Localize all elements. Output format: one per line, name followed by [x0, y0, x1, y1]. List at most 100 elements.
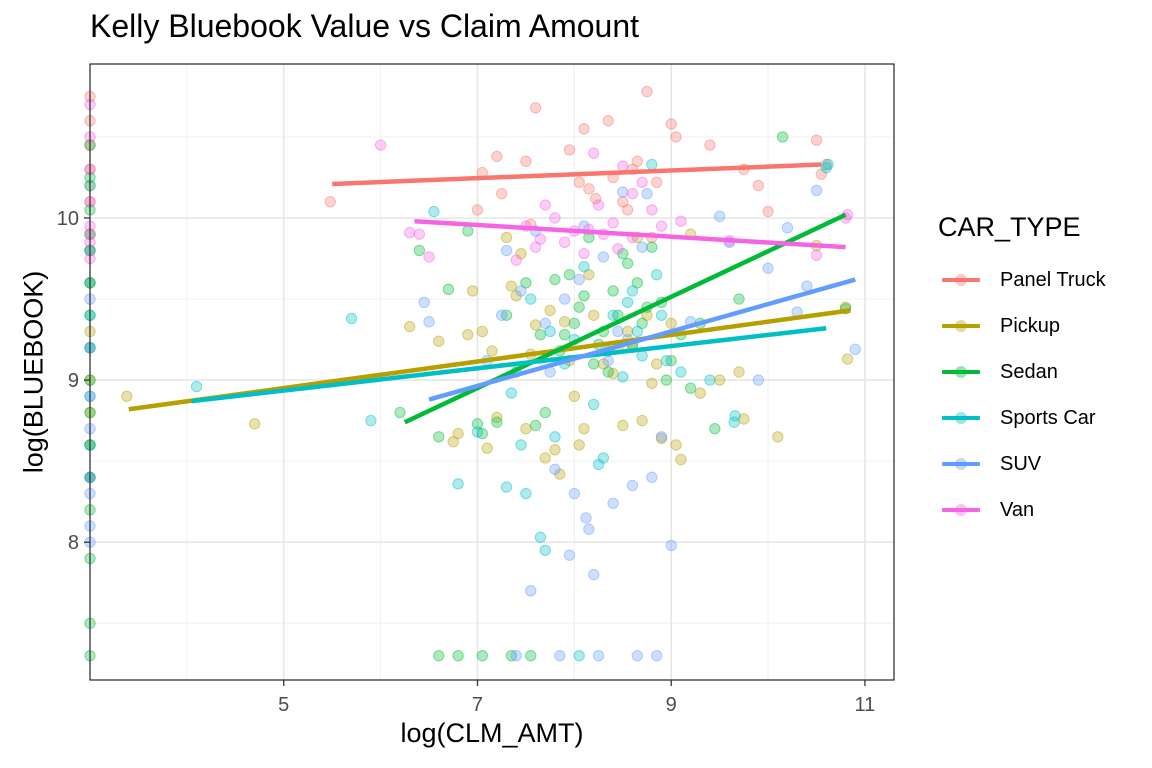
point-sedan — [665, 354, 677, 367]
point-panel-truck — [495, 187, 508, 200]
x-tick-label: 7 — [472, 694, 483, 716]
point-suv — [573, 273, 585, 286]
legend-item-van: Van — [938, 487, 1106, 533]
point-van — [374, 139, 387, 151]
point-panel-truck — [752, 179, 765, 192]
point-pickup — [529, 319, 542, 331]
point-sedan — [476, 649, 489, 662]
y-tick-label: 9 — [68, 370, 79, 392]
point-panel-truck — [324, 196, 336, 208]
trend-lines — [128, 162, 856, 425]
point-pickup — [597, 358, 610, 370]
point-panel-truck — [563, 144, 576, 156]
y-axis-label: log(BLUEBOOK) — [18, 270, 49, 474]
point-suv — [665, 539, 677, 552]
point-panel-truck — [529, 102, 542, 114]
point-van — [403, 226, 416, 239]
y-tick-label: 8 — [68, 532, 79, 554]
point-sedan — [617, 247, 629, 260]
point-pickup — [500, 231, 513, 244]
point-pickup — [617, 419, 629, 432]
point-van — [549, 212, 561, 224]
legend-key-pickup — [938, 303, 984, 349]
point-sedan — [733, 293, 745, 305]
point-van — [636, 176, 648, 189]
point-sports-car — [588, 398, 600, 411]
x-axis-label: log(CLM_AMT) — [400, 718, 584, 748]
point-sports-car — [544, 325, 556, 338]
point-sedan — [588, 358, 600, 370]
point-pickup — [636, 414, 648, 427]
point-sports-car — [534, 531, 547, 544]
point-van — [626, 187, 639, 200]
point-panel-truck — [704, 139, 716, 151]
point-suv — [626, 479, 639, 492]
point-sports-car — [525, 293, 537, 305]
point-pickup — [510, 290, 522, 302]
point-suv — [641, 187, 653, 200]
legend-key-van — [938, 487, 984, 533]
legend-item-panel-truck: Panel Truck — [938, 257, 1106, 303]
point-pickup — [621, 325, 634, 338]
point-sports-car — [515, 439, 527, 451]
point-panel-truck — [471, 204, 484, 216]
point-suv — [592, 649, 605, 662]
point-sports-car — [650, 269, 663, 281]
point-sedan — [462, 225, 474, 237]
point-pickup — [491, 411, 503, 424]
point-sports-car — [190, 380, 203, 393]
legend-key-panel-truck — [938, 257, 984, 303]
point-pickup — [573, 439, 585, 451]
point-suv — [588, 568, 600, 581]
point-panel-truck — [520, 155, 532, 167]
point-suv — [549, 463, 561, 475]
point-panel-truck — [602, 115, 614, 127]
legend-key-sedan — [938, 349, 984, 395]
point-sports-car — [549, 431, 561, 443]
point-pickup — [713, 374, 726, 386]
point-panel-truck — [762, 205, 774, 218]
point-sedan — [471, 418, 484, 430]
point-sports-car — [471, 426, 484, 438]
point-suv — [762, 262, 774, 274]
point-sedan — [563, 269, 576, 281]
point-pickup — [694, 387, 706, 399]
grid — [90, 64, 894, 680]
point-sports-car — [539, 544, 551, 557]
point-sedan — [660, 374, 673, 386]
legend-label: SUV — [1000, 452, 1042, 475]
point-suv — [558, 293, 571, 305]
point-panel-truck — [578, 123, 590, 135]
point-van — [655, 220, 668, 232]
legend-key-sports-car — [938, 395, 984, 441]
point-sports-car — [573, 649, 585, 662]
point-pickup — [481, 442, 493, 454]
point-sedan — [684, 382, 697, 394]
point-pickup — [447, 436, 459, 448]
x-tick-label: 11 — [855, 694, 876, 716]
point-sedan — [607, 285, 619, 297]
legend: CAR_TYPE Panel Truck Pickup Sedan Sports Ca… — [938, 212, 1106, 533]
point-pickup — [121, 390, 133, 403]
point-suv — [597, 251, 610, 263]
point-panel-truck — [573, 176, 585, 189]
point-sports-car — [646, 158, 658, 171]
legend-label: Van — [1000, 498, 1035, 521]
point-pickup — [841, 353, 854, 365]
point-sedan — [505, 649, 518, 662]
point-suv — [810, 184, 823, 197]
point-sports-car — [520, 487, 532, 500]
point-sedan — [491, 416, 503, 428]
point-pickup — [583, 269, 595, 281]
point-sedan — [602, 366, 614, 378]
point-panel-truck — [631, 155, 644, 167]
point-sports-car — [578, 260, 590, 273]
point-sports-car — [631, 325, 644, 338]
point-panel-truck — [617, 196, 629, 208]
trend-line-sports-car — [191, 325, 827, 404]
point-sedan — [709, 423, 721, 435]
point-pickup — [486, 345, 498, 357]
point-van — [607, 217, 619, 229]
point-van — [617, 160, 629, 172]
point-panel-truck — [665, 118, 677, 130]
